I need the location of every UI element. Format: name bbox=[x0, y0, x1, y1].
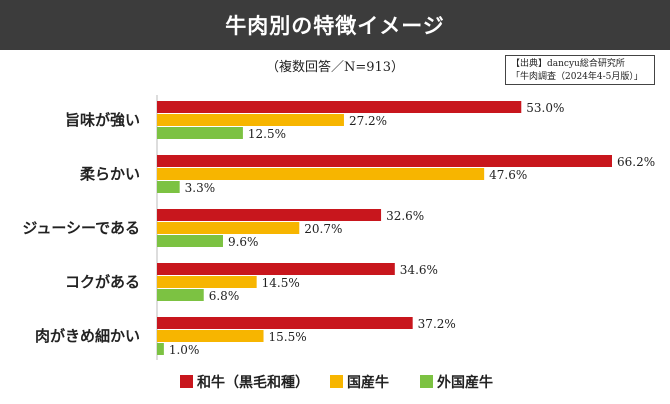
bar bbox=[157, 101, 522, 113]
category-label: 柔らかい bbox=[80, 165, 140, 183]
bar bbox=[157, 235, 223, 247]
data-label: 9.6% bbox=[228, 235, 259, 249]
source-line-2: 「牛肉調査（2024年4-5月版）」 bbox=[511, 72, 643, 82]
bar bbox=[157, 222, 300, 234]
data-label: 32.6% bbox=[386, 209, 424, 223]
data-label: 53.0% bbox=[526, 101, 564, 115]
bar bbox=[157, 317, 413, 329]
legend-swatch bbox=[330, 375, 343, 388]
data-label: 34.6% bbox=[400, 263, 438, 277]
bar bbox=[157, 276, 257, 288]
data-label: 37.2% bbox=[418, 317, 456, 331]
legend-swatch bbox=[420, 375, 433, 388]
legend-swatch bbox=[180, 375, 193, 388]
bar bbox=[157, 127, 243, 139]
data-label: 6.8% bbox=[209, 289, 240, 303]
data-label: 3.3% bbox=[185, 181, 216, 195]
data-label: 47.6% bbox=[489, 168, 527, 182]
data-label: 12.5% bbox=[248, 127, 286, 141]
legend-label: 和牛（黒毛和種） bbox=[197, 374, 309, 391]
category-label: 旨味が強い bbox=[65, 111, 140, 129]
bar bbox=[157, 209, 382, 221]
data-label: 66.2% bbox=[617, 155, 655, 169]
bar bbox=[157, 155, 612, 167]
chart-title: 牛肉別の特徴イメージ bbox=[225, 13, 445, 38]
bar bbox=[157, 343, 164, 355]
chart-subtitle: （複数回答／N=913） bbox=[265, 60, 405, 75]
source-box: 【出典】dancyu総合研究所 「牛肉調査（2024年4-5月版）」 bbox=[505, 55, 655, 85]
legend-label: 国産牛 bbox=[347, 374, 389, 391]
legend-label: 外国産牛 bbox=[437, 374, 493, 391]
bar bbox=[157, 263, 395, 275]
bar bbox=[157, 114, 344, 126]
title-bar: 牛肉別の特徴イメージ bbox=[0, 0, 670, 50]
bar bbox=[157, 181, 180, 193]
bar bbox=[157, 289, 204, 301]
data-label: 15.5% bbox=[269, 330, 307, 344]
data-label: 27.2% bbox=[349, 114, 387, 128]
bar bbox=[157, 168, 485, 180]
category-label: ジューシーである bbox=[22, 219, 140, 237]
data-label: 20.7% bbox=[304, 222, 342, 236]
source-line-1: 【出典】dancyu総合研究所 bbox=[511, 59, 625, 69]
category-label: 肉がきめ細かい bbox=[35, 327, 140, 345]
category-label: コクがある bbox=[65, 273, 140, 291]
data-label: 1.0% bbox=[169, 343, 200, 357]
bar bbox=[157, 330, 264, 342]
data-label: 14.5% bbox=[262, 276, 300, 290]
